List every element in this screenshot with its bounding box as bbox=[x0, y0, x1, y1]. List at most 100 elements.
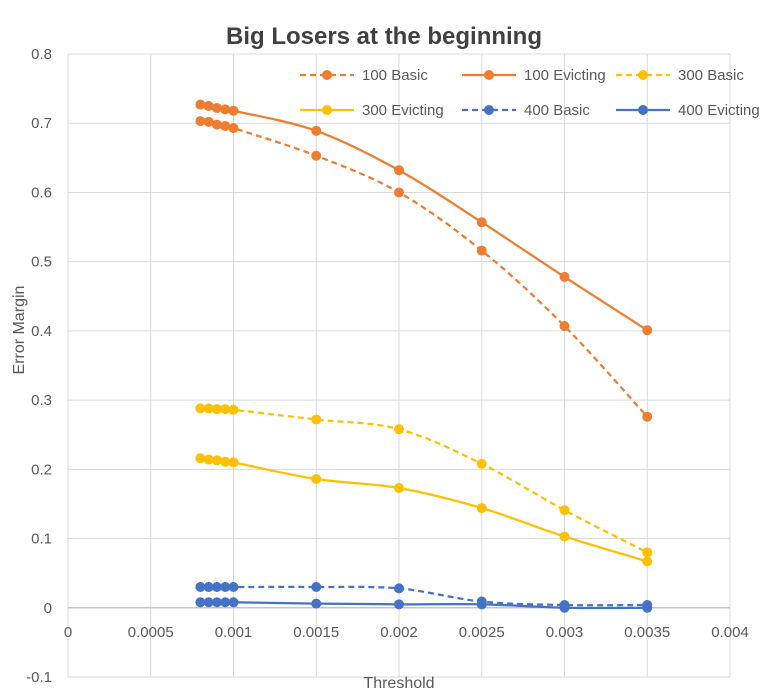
series-100-evicting bbox=[195, 99, 653, 336]
data-point bbox=[211, 119, 222, 130]
legend-item-300-evicting: 300 Evicting bbox=[300, 102, 444, 119]
x-tick-label: 0.001 bbox=[215, 624, 253, 641]
x-tick-label: 0.0015 bbox=[293, 624, 339, 641]
data-point bbox=[211, 404, 222, 415]
legend-item-400-evicting: 400 Evicting bbox=[616, 102, 760, 119]
x-tick-label: 0.0025 bbox=[459, 624, 505, 641]
x-tick-label: 0 bbox=[64, 624, 72, 641]
data-point bbox=[211, 597, 222, 608]
data-point bbox=[394, 165, 404, 176]
data-point bbox=[394, 483, 404, 494]
data-point bbox=[476, 217, 487, 228]
y-tick-label: 0.1 bbox=[31, 531, 52, 548]
data-point bbox=[476, 503, 487, 514]
data-point bbox=[559, 602, 570, 613]
legend-marker bbox=[484, 105, 494, 115]
data-point bbox=[311, 598, 322, 609]
data-point bbox=[195, 99, 206, 110]
x-tick-label: 0.003 bbox=[546, 624, 584, 641]
data-point bbox=[211, 582, 222, 593]
data-point bbox=[476, 245, 487, 256]
y-tick-label: 0.2 bbox=[31, 461, 52, 478]
data-point bbox=[311, 414, 322, 425]
series-400-evicting bbox=[195, 597, 653, 613]
data-point bbox=[642, 325, 653, 336]
data-point bbox=[195, 116, 206, 127]
data-point bbox=[394, 583, 404, 594]
data-point bbox=[394, 599, 404, 610]
data-point bbox=[211, 455, 222, 466]
y-tick-label: 0.4 bbox=[31, 323, 52, 340]
x-tick-label: 0.0005 bbox=[128, 624, 174, 641]
legend-item-100-basic: 100 Basic bbox=[300, 67, 428, 84]
legend-item-400-basic: 400 Basic bbox=[462, 102, 590, 119]
data-point bbox=[228, 457, 239, 468]
data-point bbox=[195, 403, 206, 414]
data-point bbox=[559, 271, 570, 282]
data-point bbox=[394, 187, 404, 198]
series-300-evicting bbox=[195, 453, 653, 567]
legend-item-100-evicting: 100 Evicting bbox=[462, 67, 606, 84]
data-point bbox=[203, 597, 214, 608]
data-point bbox=[203, 454, 214, 465]
data-point bbox=[228, 105, 239, 116]
data-point bbox=[311, 582, 322, 593]
data-point bbox=[203, 403, 214, 414]
data-point bbox=[559, 505, 570, 516]
legend-marker bbox=[638, 105, 648, 115]
legend-marker bbox=[322, 70, 332, 80]
data-point bbox=[195, 453, 206, 464]
y-tick-label: 0.6 bbox=[31, 184, 52, 201]
data-point bbox=[476, 458, 487, 469]
y-tick-label: -0.1 bbox=[26, 669, 52, 686]
series-100-basic bbox=[195, 116, 653, 422]
series-lines bbox=[195, 99, 653, 613]
chart-title: Big Losers at the beginning bbox=[226, 23, 542, 50]
data-point bbox=[220, 582, 231, 593]
y-tick-label: 0.3 bbox=[31, 392, 52, 409]
y-axis-label: Error Margin bbox=[11, 286, 28, 375]
x-tick-label: 0.0035 bbox=[624, 624, 670, 641]
x-tick-label: 0.002 bbox=[380, 624, 418, 641]
legend-label: 100 Basic bbox=[362, 67, 428, 84]
data-point bbox=[311, 125, 322, 136]
data-point bbox=[228, 404, 239, 415]
axes: 0 0.0005 0.001 0.0015 0.002 0.0025 0.003 0.0035… bbox=[26, 46, 749, 686]
legend-marker bbox=[484, 70, 494, 80]
data-point bbox=[220, 120, 231, 131]
data-point bbox=[642, 556, 653, 567]
data-point bbox=[220, 456, 231, 467]
data-point bbox=[642, 411, 653, 422]
data-point bbox=[195, 582, 206, 593]
data-point bbox=[311, 150, 322, 161]
legend-marker bbox=[638, 70, 648, 80]
data-point bbox=[203, 116, 214, 127]
series-300-basic bbox=[195, 403, 653, 558]
legend-label: 400 Evicting bbox=[678, 102, 760, 119]
data-point bbox=[311, 474, 322, 485]
data-point bbox=[476, 599, 487, 610]
data-point bbox=[203, 582, 214, 593]
x-tick-label: 0.004 bbox=[711, 624, 749, 641]
legend-item-300-basic: 300 Basic bbox=[616, 67, 744, 84]
legend-label: 300 Evicting bbox=[362, 102, 444, 119]
x-axis-label: Threshold bbox=[363, 675, 434, 692]
data-point bbox=[228, 123, 239, 134]
data-point bbox=[211, 102, 222, 113]
data-point bbox=[394, 424, 404, 435]
data-point bbox=[203, 100, 214, 111]
data-point bbox=[195, 597, 206, 608]
data-point bbox=[228, 597, 239, 608]
legend-marker bbox=[322, 105, 332, 115]
data-point bbox=[220, 104, 231, 115]
data-point bbox=[642, 547, 653, 558]
data-point bbox=[642, 602, 653, 613]
legend-label: 300 Basic bbox=[678, 67, 744, 84]
legend-label: 100 Evicting bbox=[524, 67, 606, 84]
data-point bbox=[228, 582, 239, 593]
data-point bbox=[559, 531, 570, 542]
data-point bbox=[559, 321, 570, 332]
